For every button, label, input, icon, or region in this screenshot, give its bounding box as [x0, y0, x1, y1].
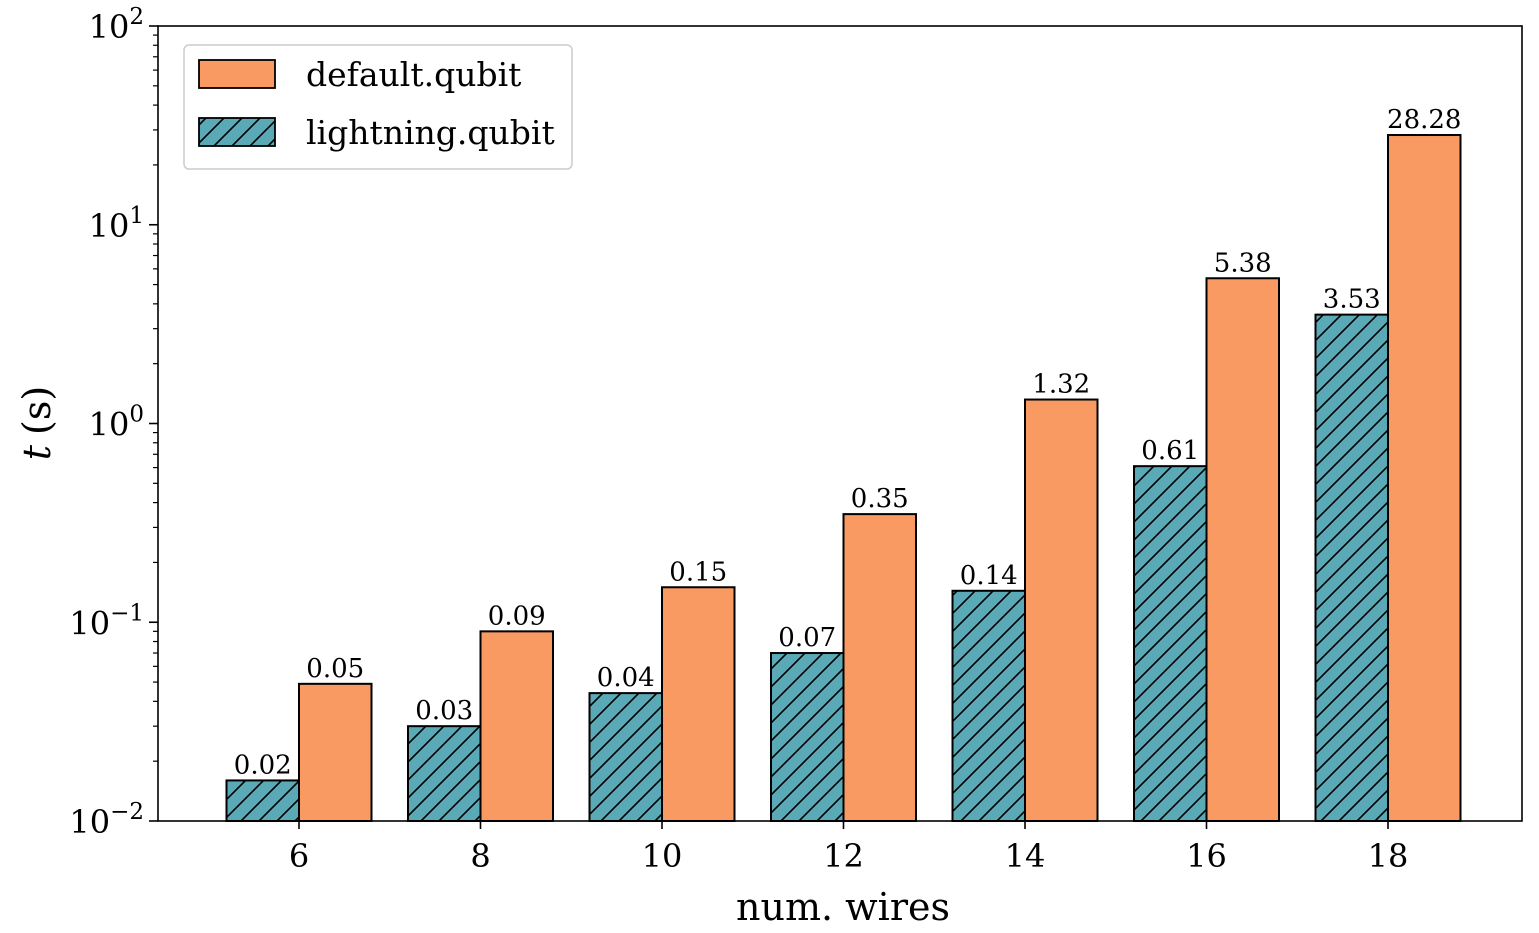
y-tick-exponent: −1 — [110, 600, 144, 626]
bar-default.qubit-18 — [1388, 135, 1461, 822]
x-tick-label: 6 — [289, 837, 309, 875]
bar-default.qubit-10 — [662, 587, 735, 821]
bar-value-label: 0.02 — [234, 750, 292, 780]
bar-value-label: 0.14 — [960, 561, 1018, 591]
y-tick-exponent: 0 — [129, 402, 144, 428]
bar-default.qubit-14 — [1025, 399, 1098, 821]
y-tick-label: 10−2 — [69, 799, 144, 841]
legend-label-lightning.qubit: lightning.qubit — [306, 113, 555, 152]
legend-swatch-outline — [198, 117, 276, 147]
y-axis-title-unit: (s) — [15, 386, 59, 435]
legend-swatch-outline — [198, 59, 276, 89]
bar-value-label: 1.32 — [1032, 370, 1090, 400]
bar-hatch-lightning.qubit-8 — [408, 726, 481, 821]
bar-value-label: 0.07 — [778, 623, 836, 653]
bar-value-label: 0.04 — [597, 663, 655, 693]
y-tick-base: 10 — [89, 406, 130, 444]
y-tick-label: 102 — [89, 4, 144, 46]
bar-hatch-lightning.qubit-6 — [226, 780, 299, 821]
bar-hatch-lightning.qubit-16 — [1134, 466, 1207, 821]
x-tick-label: 8 — [470, 837, 490, 875]
legend-swatch-hatch — [199, 118, 275, 146]
y-axis-title: t (s) — [15, 386, 59, 460]
y-tick-exponent: −2 — [110, 799, 144, 825]
bar-value-label: 0.03 — [415, 696, 473, 726]
bar-value-label: 0.35 — [851, 484, 909, 514]
y-tick-base: 10 — [89, 207, 130, 245]
legend-box — [183, 44, 573, 170]
y-tick-exponent: 1 — [129, 203, 144, 229]
legend-swatch-default.qubit — [199, 60, 275, 88]
x-tick-label: 12 — [823, 837, 864, 875]
y-axis-title-var: t — [15, 444, 59, 460]
bars-layer — [225, 134, 1462, 823]
bar-default.qubit-12 — [843, 514, 916, 821]
y-tick-base: 10 — [89, 8, 130, 46]
bar-value-label: 0.15 — [669, 557, 727, 587]
y-tick-base: 10 — [69, 604, 110, 642]
bar-value-label: 0.09 — [488, 601, 546, 631]
bar-value-label: 28.28 — [1387, 105, 1461, 135]
y-tick-base: 10 — [69, 803, 110, 841]
bar-value-label: 0.05 — [306, 654, 364, 684]
bar-hatch-lightning.qubit-10 — [589, 693, 662, 821]
y-tick-label: 101 — [89, 203, 144, 245]
bar-default.qubit-16 — [1206, 278, 1279, 821]
x-tick-label: 16 — [1186, 837, 1227, 875]
bar-value-label: 3.53 — [1323, 285, 1381, 315]
y-tick-label: 100 — [89, 402, 144, 444]
x-tick-label: 18 — [1368, 837, 1409, 875]
bar-hatch-lightning.qubit-12 — [771, 653, 844, 821]
bar-hatch-lightning.qubit-14 — [952, 590, 1025, 821]
legend: default.qubit lightning.qubit — [183, 44, 573, 170]
bar-default.qubit-8 — [480, 631, 553, 821]
x-tick-label: 10 — [642, 837, 683, 875]
bar-default.qubit-6 — [299, 683, 372, 821]
bar-hatch-lightning.qubit-18 — [1315, 314, 1388, 821]
bar-labels-layer: 0.02 0.05 0.03 0.09 0.04 0.15 0.07 0.35 0.14 1.32… — [234, 105, 1462, 780]
bar-value-label: 0.61 — [1141, 436, 1199, 466]
legend-label-default.qubit: default.qubit — [306, 55, 521, 94]
x-tick-label: 14 — [1005, 837, 1046, 875]
y-tick-exponent: 2 — [129, 4, 144, 30]
y-tick-label: 10−1 — [69, 600, 144, 642]
bar-value-label: 5.38 — [1214, 248, 1272, 278]
x-axis-title: num. wires — [736, 885, 950, 929]
